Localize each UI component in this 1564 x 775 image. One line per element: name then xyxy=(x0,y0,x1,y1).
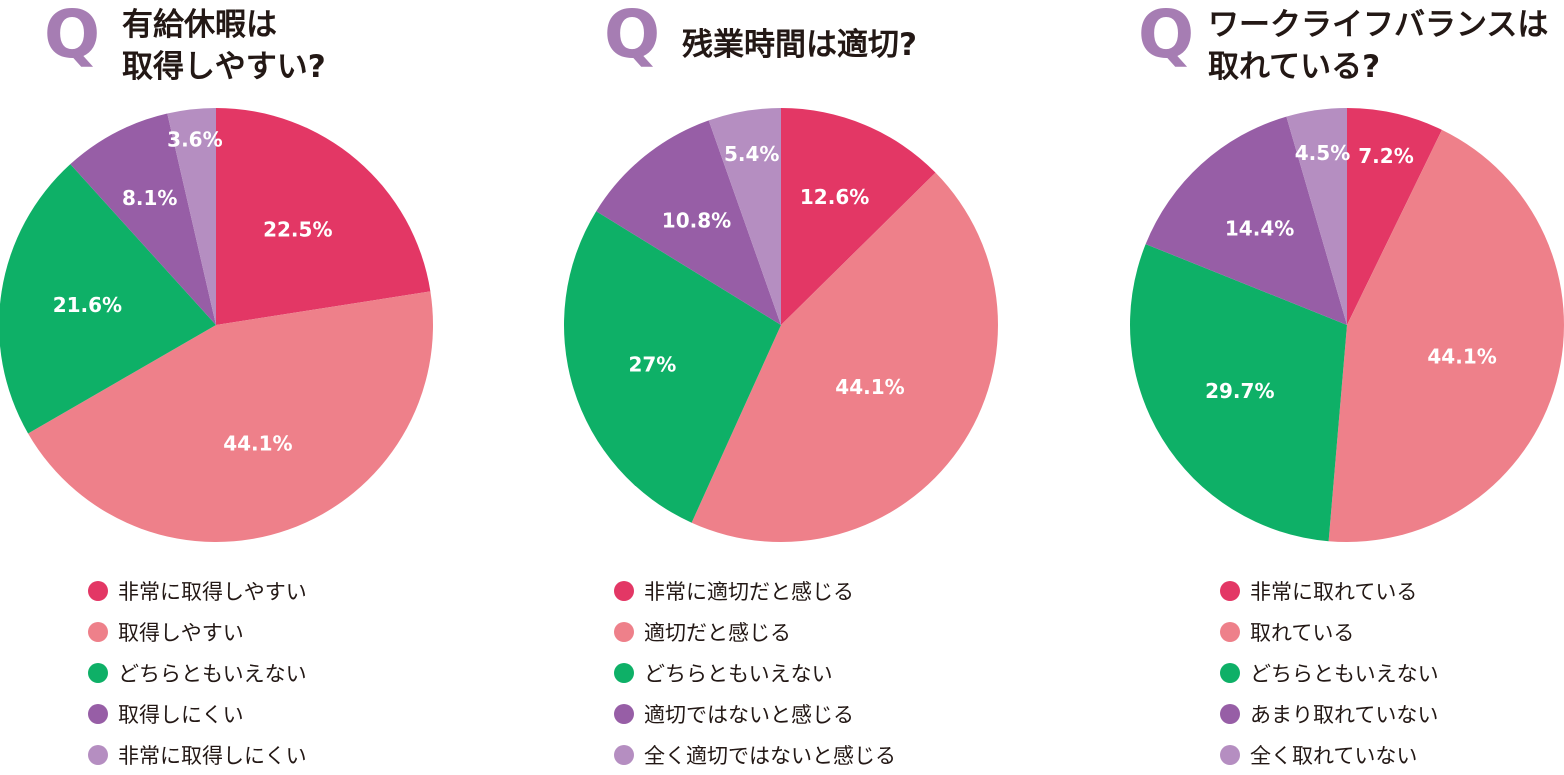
legend-label: 非常に取得しにくい xyxy=(118,743,307,768)
pie-data-label: 44.1% xyxy=(1427,345,1496,369)
legend-item: 全く取れていない xyxy=(1220,734,1439,775)
legend-swatch xyxy=(88,621,108,642)
pie-slice-very-negative xyxy=(1286,108,1347,325)
pie-slice-neutral xyxy=(1130,244,1347,542)
legend: 非常に適切だと感じる 適切だと感じる どちらともいえない 適切ではないと感じる … xyxy=(614,570,896,775)
pie-slice-positive xyxy=(28,291,434,543)
legend-label: 適切ではないと感じる xyxy=(644,702,854,727)
pie-slice-neutral xyxy=(0,164,216,434)
pie-slice-positive xyxy=(1328,129,1564,542)
pie-data-label: 10.8% xyxy=(662,208,731,232)
legend: 非常に取得しやすい 取得しやすい どちらともいえない 取得しにくい 非常に取得し… xyxy=(88,570,307,775)
pie-slice-negative xyxy=(596,120,781,326)
pie-data-label: 4.5% xyxy=(1295,141,1350,165)
legend-label: 取得しやすい xyxy=(118,620,244,645)
chart-title: ワークライフバランスは 取れている? xyxy=(1208,4,1549,88)
pie-data-label: 5.4% xyxy=(724,142,779,166)
legend-label: どちらともいえない xyxy=(644,661,833,686)
pie-slice-very-positive xyxy=(1347,108,1442,325)
pie-data-label: 14.4% xyxy=(1225,217,1294,241)
legend-swatch xyxy=(1220,580,1240,601)
pie-slice-negative xyxy=(1145,116,1347,325)
legend-item: どちらともいえない xyxy=(614,652,896,693)
pie-chart-overtime: 12.6% 44.1% 27% 10.8% 5.4% xyxy=(564,108,998,542)
legend-label: 適切だと感じる xyxy=(644,620,791,645)
legend-swatch xyxy=(614,703,634,724)
legend-label: 全く適切ではないと感じる xyxy=(644,743,896,768)
legend-swatch xyxy=(614,744,634,765)
chart-title-line: 取れている? xyxy=(1208,49,1381,85)
pie-data-label: 29.7% xyxy=(1205,379,1274,403)
legend-swatch xyxy=(88,744,108,765)
legend-item: 適切ではないと感じる xyxy=(614,693,896,734)
chart-panel-work-life-balance: Q ワークライフバランスは 取れている? 7.2% 44.1% 29.7% 14.4%… xyxy=(1126,0,1564,768)
legend-item: 非常に取れている xyxy=(1220,570,1439,611)
legend-swatch xyxy=(88,703,108,724)
legend-label: 非常に取得しやすい xyxy=(118,579,307,604)
legend-swatch xyxy=(1220,744,1240,765)
pie-data-label: 3.6% xyxy=(167,128,222,152)
legend-item: 非常に適切だと感じる xyxy=(614,570,896,611)
pie-slice-positive xyxy=(691,172,998,542)
legend-label: あまり取れていない xyxy=(1250,702,1439,727)
legend-item: 適切だと感じる xyxy=(614,611,896,652)
legend-label: どちらともいえない xyxy=(1250,661,1439,686)
q-mark-icon: Q xyxy=(44,0,101,73)
chart-title: 残業時間は適切? xyxy=(682,24,1002,66)
legend-swatch xyxy=(1220,703,1240,724)
chart-panel-paid-leave: Q 有給休暇は 取得しやすい? 22.5% 44.1% 21.6% 8.1% 3.6% … xyxy=(0,0,460,768)
legend-label: 全く取れていない xyxy=(1250,743,1418,768)
legend-swatch xyxy=(88,662,108,683)
legend-item: 取得しやすい xyxy=(88,611,307,652)
legend-swatch xyxy=(1220,662,1240,683)
pie-slice-very-negative xyxy=(167,108,216,325)
pie-data-label: 7.2% xyxy=(1358,144,1413,168)
pie-data-label: 12.6% xyxy=(800,185,869,209)
pie-slice-very-positive xyxy=(781,108,936,325)
pie-chart-paid-leave: 22.5% 44.1% 21.6% 8.1% 3.6% xyxy=(0,108,434,543)
chart-panel-overtime: Q 残業時間は適切? 12.6% 44.1% 27% 10.8% 5.4% 非常に適切だ… xyxy=(560,0,1020,768)
legend-label: 非常に適切だと感じる xyxy=(644,579,854,604)
legend-swatch xyxy=(614,580,634,601)
chart-title-line: 取得しやすい? xyxy=(122,49,326,85)
pie-data-label: 44.1% xyxy=(835,375,904,399)
pie-slice-neutral xyxy=(564,211,781,523)
pie-slice-very-positive xyxy=(216,108,431,325)
pie-slice-negative xyxy=(70,113,216,325)
legend-label: 取れている xyxy=(1250,620,1355,645)
legend-swatch xyxy=(1220,621,1240,642)
q-mark-icon: Q xyxy=(604,0,661,73)
legend-item: どちらともいえない xyxy=(1220,652,1439,693)
legend-swatch xyxy=(88,580,108,601)
pie-data-label: 44.1% xyxy=(223,432,292,456)
legend-item: 全く適切ではないと感じる xyxy=(614,734,896,775)
legend-item: 取得しにくい xyxy=(88,693,307,734)
chart-title: 有給休暇は 取得しやすい? xyxy=(122,4,442,88)
chart-title-line: 残業時間は適切? xyxy=(682,27,917,63)
legend-item: 非常に取得しにくい xyxy=(88,734,307,775)
pie-data-label: 8.1% xyxy=(122,186,177,210)
legend-label: 取得しにくい xyxy=(118,702,244,727)
legend-label: 非常に取れている xyxy=(1250,579,1418,604)
legend-swatch xyxy=(614,621,634,642)
legend-item: 取れている xyxy=(1220,611,1439,652)
legend-item: どちらともいえない xyxy=(88,652,307,693)
legend-item: 非常に取得しやすい xyxy=(88,570,307,611)
pie-data-label: 22.5% xyxy=(263,217,332,241)
pie-slice-very-negative xyxy=(708,108,781,325)
legend: 非常に取れている 取れている どちらともいえない あまり取れていない 全く取れて… xyxy=(1220,570,1439,775)
q-mark-icon: Q xyxy=(1138,0,1195,73)
pie-data-label: 27% xyxy=(628,352,676,376)
legend-swatch xyxy=(614,662,634,683)
pie-chart-work-life-balance: 7.2% 44.1% 29.7% 14.4% 4.5% xyxy=(1130,108,1564,542)
chart-title-line: 有給休暇は xyxy=(122,7,277,43)
legend-label: どちらともいえない xyxy=(118,661,307,686)
pie-data-label: 21.6% xyxy=(53,293,122,317)
legend-item: あまり取れていない xyxy=(1220,693,1439,734)
chart-title-line: ワークライフバランスは xyxy=(1208,7,1549,43)
